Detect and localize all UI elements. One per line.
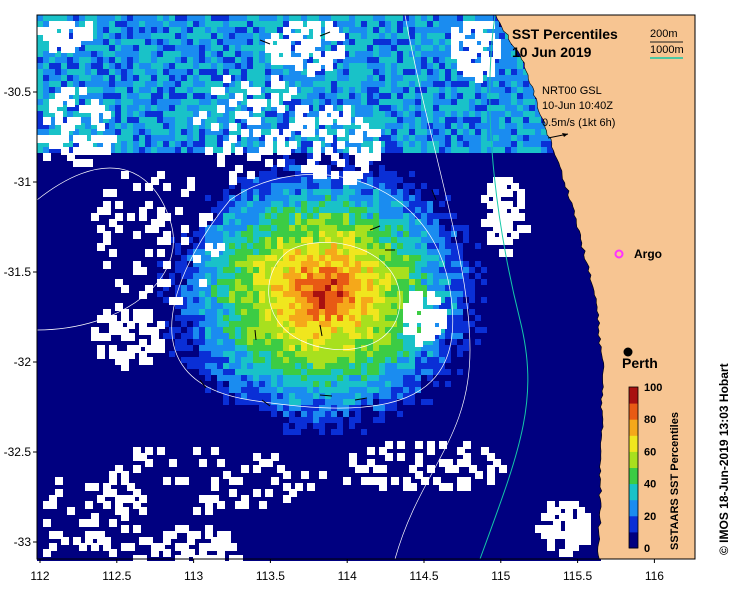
contour-legend-1000m: 1000m	[650, 44, 684, 56]
y-tick-label-5: -33	[14, 535, 32, 549]
x-tick-label-5: 114.5	[409, 569, 438, 583]
current-scale: 0.5m/s (1kt 6h)	[542, 117, 615, 129]
y-tick-label-2: -31.5	[4, 265, 32, 279]
y-tick-label-4: -32.5	[4, 445, 32, 459]
colorbar-segment-0	[629, 532, 638, 549]
colorbar-segment-5	[629, 451, 638, 468]
argo-label: Argo	[634, 247, 662, 261]
colorbar-tick-2: 40	[644, 479, 656, 491]
x-tick-label-4: 114	[338, 569, 357, 583]
colorbar-tick-5: 100	[644, 382, 662, 394]
map-date: 10 Jun 2019	[512, 44, 592, 60]
x-tick-label-2: 113	[184, 569, 203, 583]
colorbar	[629, 387, 638, 549]
y-tick-label-3: -32	[14, 355, 32, 369]
contour-legend-200m: 200m	[650, 28, 678, 40]
credit-text: © IMOS 18-Jun-2019 13:03 Hobart	[717, 363, 731, 555]
perth-label: Perth	[622, 355, 658, 371]
colorbar-segment-7	[629, 419, 638, 436]
map-title: SST Percentiles	[512, 26, 618, 42]
colorbar-label: SSTAARS SST Percentiles	[669, 412, 681, 550]
colorbar-segment-4	[629, 468, 638, 485]
colorbar-segment-6	[629, 435, 638, 452]
x-tick-label-0: 112	[30, 569, 49, 583]
colorbar-segment-2	[629, 500, 638, 517]
colorbar-tick-1: 20	[644, 511, 656, 523]
colorbar-segment-9	[629, 387, 638, 404]
x-tick-label-3: 113.5	[256, 569, 285, 583]
x-axis: 112 112.5 113 113.5 114 114.5 115 115.5 116	[30, 559, 664, 583]
current-time: 10-Jun 10:40Z	[542, 100, 613, 112]
colorbar-segment-8	[629, 403, 638, 420]
colorbar-tick-3: 60	[644, 446, 656, 458]
colorbar-segment-3	[629, 484, 638, 501]
y-tick-label-0: -30.5	[4, 85, 32, 99]
y-tick-label-1: -31	[14, 175, 32, 189]
colorbar-tick-0: 0	[644, 543, 650, 555]
y-axis: -30.5 -31 -31.5 -32 -32.5 -33	[4, 85, 37, 549]
colorbar-tick-4: 80	[644, 414, 656, 426]
x-tick-label-8: 116	[645, 569, 664, 583]
x-tick-label-1: 112.5	[102, 569, 131, 583]
colorbar-segment-1	[629, 516, 638, 533]
x-tick-label-7: 115.5	[563, 569, 592, 583]
x-tick-label-6: 115	[491, 569, 510, 583]
current-source: NRT00 GSL	[542, 85, 602, 97]
